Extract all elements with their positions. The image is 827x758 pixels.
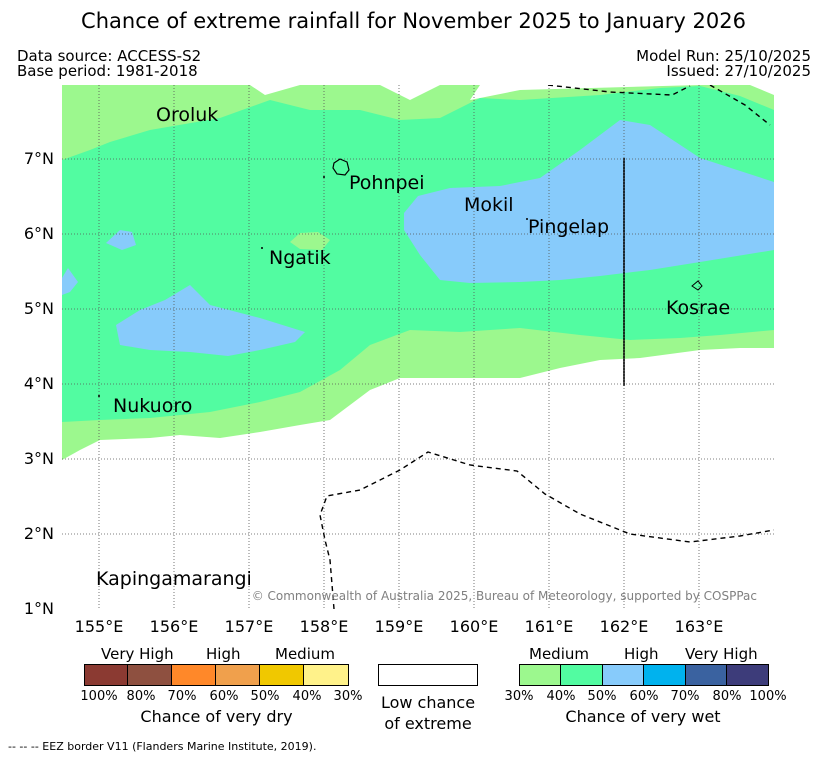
- wet-tick: 60%: [629, 689, 659, 704]
- wet-swatch-70-80: [686, 665, 727, 685]
- wet-tick: 50%: [587, 689, 617, 704]
- lat-label: 7°N: [23, 149, 54, 168]
- lon-label: 155°E: [74, 617, 124, 636]
- lat-label: 6°N: [23, 224, 54, 243]
- label-mokil: Mokil: [464, 194, 514, 216]
- lon-label: 159°E: [374, 617, 424, 636]
- nukuoro-atoll: [98, 395, 100, 397]
- low-chance-label-1: Low chance: [380, 693, 476, 712]
- eez-border: [319, 85, 774, 609]
- dry-swatch-60-50: [216, 665, 260, 685]
- lat-label: 1°N: [23, 599, 54, 618]
- label-pohnpei: Pohnpei: [349, 172, 425, 194]
- wet-colorbar: [519, 664, 769, 686]
- dry-tick: 80%: [126, 689, 156, 704]
- wet-swatch-60-70: [644, 665, 686, 685]
- very-wet-patch-small: [106, 230, 136, 250]
- wet-tick: 40%: [546, 689, 576, 704]
- dry-swatch-40-30: [304, 665, 348, 685]
- lon-label: 162°E: [599, 617, 649, 636]
- dry-level-high: High: [206, 645, 241, 663]
- dry-swatch-70-60: [172, 665, 216, 685]
- dry-tick: 60%: [209, 689, 239, 704]
- chart-title: Chance of extreme rainfall for November …: [81, 9, 746, 33]
- wet-swatch-40-50: [561, 665, 603, 685]
- rainfall-map: [62, 85, 774, 609]
- label-ngatik: Ngatik: [269, 247, 331, 269]
- dry-legend-label: Chance of very dry: [140, 707, 293, 726]
- data-source: Data source: ACCESS-S2: [17, 47, 202, 65]
- lat-label: 4°N: [23, 374, 54, 393]
- wet-tick: 80%: [712, 689, 742, 704]
- dry-tick: 70%: [167, 689, 197, 704]
- lon-label: 157°E: [224, 617, 274, 636]
- lon-label: 163°E: [674, 617, 724, 636]
- wet-level-high: High: [624, 645, 659, 663]
- very-wet-zone-west: [116, 285, 305, 356]
- base-period: Base period: 1981-2018: [17, 62, 198, 80]
- lat-label: 3°N: [23, 449, 54, 468]
- wet-legend-label: Chance of very wet: [565, 707, 721, 726]
- medium-wet-pocket: [290, 232, 330, 250]
- very-wet-zone-east: [404, 120, 774, 283]
- label-kosrae: Kosrae: [666, 297, 731, 319]
- dry-swatch-50-40: [260, 665, 304, 685]
- wet-swatch-30-40: [520, 665, 561, 685]
- low-chance-swatch: [378, 664, 478, 686]
- wet-swatch-80-100: [727, 665, 768, 685]
- dry-tick: 40%: [292, 689, 322, 704]
- ngatik-atoll: [261, 247, 263, 249]
- copyright-notice: © Commonwealth of Australia 2025, Bureau…: [251, 589, 757, 603]
- wet-swatch-50-60: [603, 665, 644, 685]
- dry-level-medium: Medium: [275, 645, 335, 663]
- dry-tick: 100%: [80, 689, 118, 704]
- label-pingelap: Pingelap: [528, 216, 610, 238]
- dry-colorbar: [84, 664, 349, 686]
- pohnpei-island: [332, 158, 350, 176]
- dry-level-very-high: Very High: [101, 645, 174, 663]
- wet-tick: 30%: [504, 689, 534, 704]
- dry-swatch-80-70: [128, 665, 172, 685]
- model-run: Model Run: 25/10/2025: [636, 47, 811, 65]
- dry-tick: 50%: [250, 689, 280, 704]
- label-nukuoro: Nukuoro: [113, 395, 193, 417]
- eez-footnote: -- -- -- EEZ border V11 (Flanders Marine…: [8, 740, 317, 753]
- label-kapingamarangi: Kapingamarangi: [96, 568, 252, 590]
- pingelap-atoll: [526, 218, 528, 220]
- lat-label: 5°N: [23, 299, 54, 318]
- lon-label: 158°E: [299, 617, 349, 636]
- lon-label: 156°E: [149, 617, 199, 636]
- lon-label: 160°E: [449, 617, 499, 636]
- wet-level-very-high: Very High: [685, 645, 758, 663]
- issued-date: Issued: 27/10/2025: [666, 62, 811, 80]
- dry-swatch-100-80: [85, 665, 128, 685]
- low-chance-label-2: of extreme: [384, 714, 472, 733]
- lon-label: 161°E: [524, 617, 574, 636]
- label-oroluk: Oroluk: [156, 104, 219, 126]
- pohnpei-islet: [323, 176, 325, 178]
- lat-label: 2°N: [23, 524, 54, 543]
- dry-tick: 30%: [333, 689, 363, 704]
- gridlines: [62, 85, 774, 609]
- very-wet-patch-edge: [62, 268, 78, 295]
- wet-tick: 70%: [670, 689, 700, 704]
- wet-level-medium: Medium: [529, 645, 589, 663]
- kosrae-island: [691, 280, 703, 291]
- wet-tick: 100%: [749, 689, 787, 704]
